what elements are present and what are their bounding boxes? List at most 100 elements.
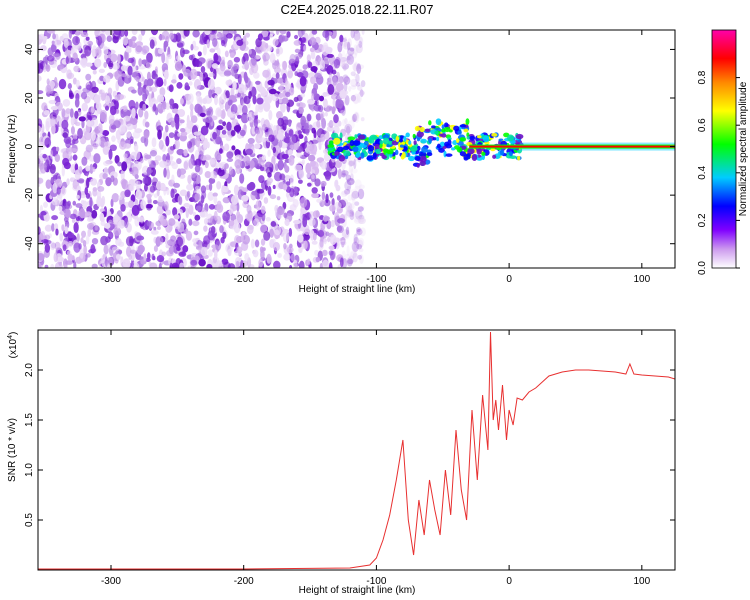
noise-blob bbox=[303, 45, 307, 52]
noise-blob bbox=[50, 263, 55, 268]
noise-blob bbox=[302, 216, 308, 228]
noise-blob bbox=[189, 103, 194, 111]
signal-blob bbox=[463, 154, 471, 160]
noise-blob bbox=[50, 105, 59, 111]
noise-blob bbox=[122, 258, 131, 268]
noise-blob bbox=[260, 180, 267, 190]
noise-blob bbox=[91, 237, 99, 245]
noise-blob bbox=[264, 161, 273, 169]
noise-blob bbox=[167, 54, 172, 60]
noise-blob bbox=[343, 188, 351, 195]
noise-blob bbox=[62, 157, 70, 167]
noise-blob bbox=[38, 263, 42, 268]
noise-blob bbox=[54, 153, 61, 163]
noise-blob bbox=[68, 30, 73, 39]
noise-blob bbox=[230, 104, 238, 115]
noise-blob bbox=[331, 106, 336, 115]
noise-blob bbox=[87, 40, 93, 47]
noise-blob bbox=[86, 222, 95, 230]
noise-blob bbox=[55, 146, 60, 152]
noise-blob bbox=[273, 260, 281, 268]
noise-blob bbox=[154, 47, 159, 57]
noise-blob bbox=[137, 246, 144, 255]
noise-blob bbox=[177, 222, 185, 233]
noise-blob bbox=[90, 106, 95, 114]
noise-blob bbox=[204, 161, 209, 169]
noise-blob bbox=[343, 76, 351, 85]
noise-blob bbox=[142, 93, 147, 102]
signal-blob bbox=[334, 151, 340, 156]
noise-blob bbox=[146, 252, 151, 260]
noise-blob bbox=[280, 102, 286, 113]
noise-blob bbox=[311, 30, 318, 35]
noise-blob bbox=[50, 241, 56, 251]
noise-blob bbox=[222, 121, 227, 127]
noise-blob bbox=[188, 81, 193, 86]
noise-blob bbox=[179, 189, 187, 197]
noise-blob bbox=[349, 47, 355, 52]
signal-blob bbox=[395, 135, 400, 143]
noise-blob bbox=[102, 173, 108, 180]
signal-blob bbox=[342, 145, 350, 151]
noise-blob bbox=[325, 30, 330, 42]
noise-blob bbox=[341, 232, 346, 239]
noise-blob bbox=[225, 33, 233, 39]
noise-blob bbox=[272, 38, 279, 47]
noise-blob bbox=[74, 110, 79, 120]
noise-blob bbox=[308, 217, 316, 227]
signal-blob bbox=[401, 151, 406, 159]
noise-blob bbox=[183, 160, 189, 170]
noise-blob bbox=[120, 169, 125, 181]
noise-blob bbox=[190, 259, 198, 266]
noise-blob bbox=[346, 257, 353, 267]
noise-blob bbox=[188, 93, 194, 104]
noise-blob bbox=[41, 123, 45, 133]
noise-blob bbox=[221, 185, 229, 193]
noise-blob bbox=[156, 204, 164, 215]
noise-blob bbox=[258, 258, 264, 268]
noise-blob bbox=[156, 77, 164, 88]
noise-blob bbox=[49, 163, 56, 174]
noise-blob bbox=[267, 185, 272, 196]
noise-blob bbox=[85, 144, 93, 153]
noise-blob bbox=[314, 178, 321, 187]
signal-blob bbox=[360, 152, 365, 159]
noise-blob bbox=[258, 88, 267, 94]
noise-blob bbox=[77, 127, 83, 139]
noise-blob bbox=[65, 260, 74, 265]
noise-blob bbox=[241, 194, 249, 202]
noise-blob bbox=[233, 222, 241, 234]
noise-blob bbox=[146, 220, 152, 227]
noise-blob bbox=[121, 73, 127, 78]
noise-blob bbox=[303, 240, 308, 250]
noise-blob bbox=[278, 34, 284, 44]
noise-blob bbox=[144, 121, 150, 128]
noise-blob bbox=[50, 118, 56, 127]
noise-blob bbox=[293, 39, 302, 46]
snr-multiplier: (x104) bbox=[7, 332, 19, 359]
noise-blob bbox=[355, 73, 360, 84]
noise-blob bbox=[245, 32, 251, 38]
noise-blob bbox=[43, 35, 48, 41]
noise-blob bbox=[252, 71, 260, 79]
noise-blob bbox=[314, 72, 322, 80]
noise-blob bbox=[277, 159, 284, 171]
noise-blob bbox=[351, 194, 356, 204]
noise-blob bbox=[298, 169, 305, 180]
noise-blob bbox=[320, 160, 327, 170]
noise-blob bbox=[140, 136, 147, 144]
noise-blob bbox=[197, 51, 202, 57]
noise-blob bbox=[269, 52, 276, 64]
noise-blob bbox=[351, 52, 357, 59]
noise-blob bbox=[154, 155, 162, 162]
noise-blob bbox=[349, 211, 355, 221]
noise-blob bbox=[288, 155, 295, 166]
noise-blob bbox=[198, 150, 204, 161]
noise-blob bbox=[194, 164, 201, 173]
noise-blob bbox=[80, 31, 89, 38]
noise-blob bbox=[104, 105, 110, 111]
noise-blob bbox=[209, 48, 216, 53]
noise-blob bbox=[185, 230, 193, 241]
noise-blob bbox=[158, 108, 164, 114]
noise-blob bbox=[324, 111, 328, 117]
